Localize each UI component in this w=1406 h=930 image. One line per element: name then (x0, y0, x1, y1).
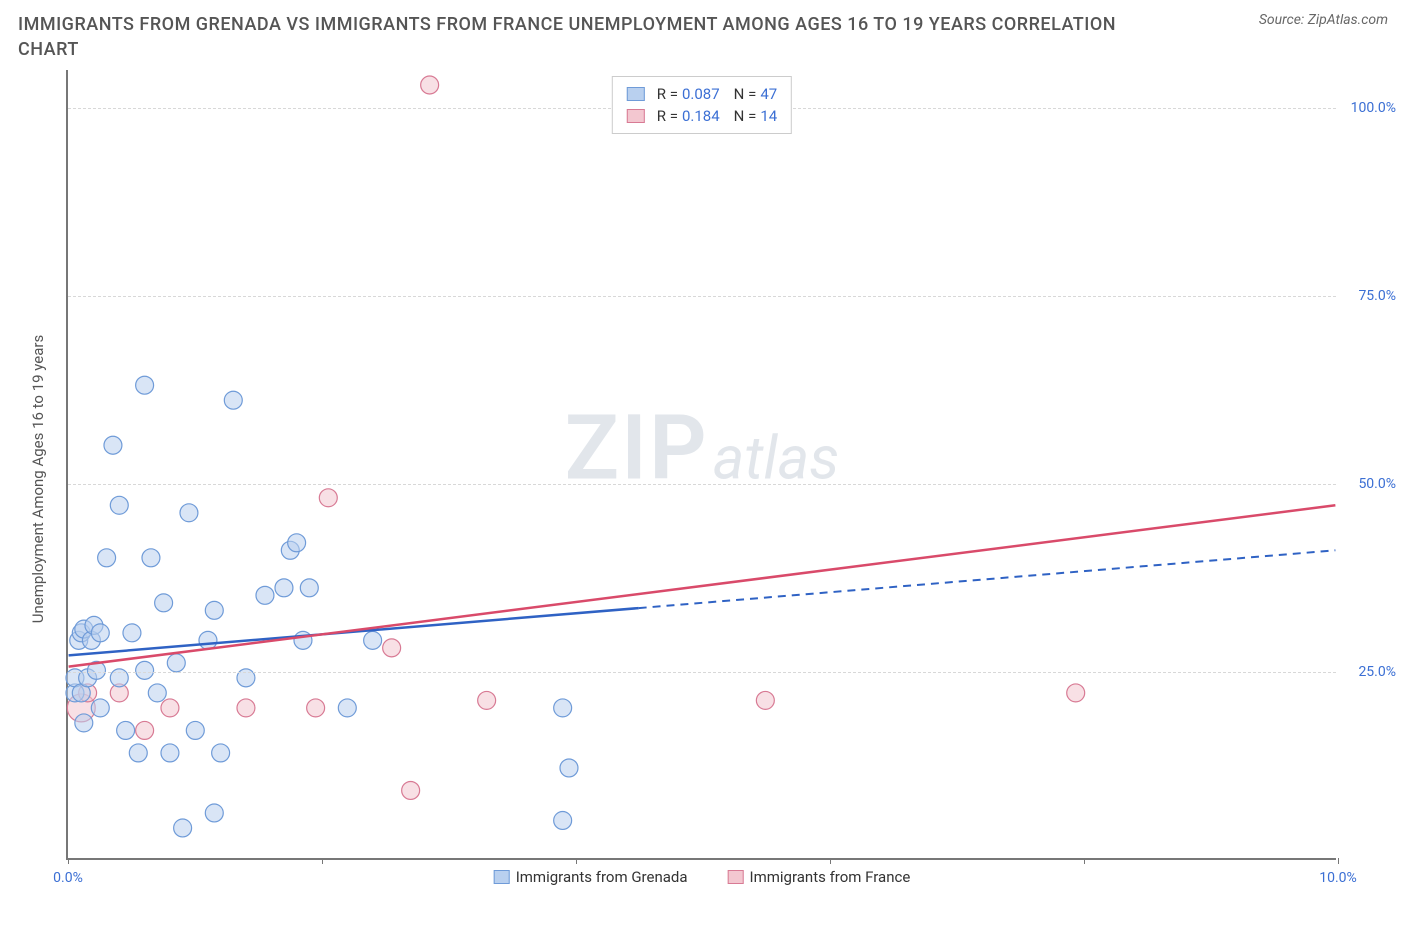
scatter-point (402, 781, 420, 799)
scatter-point (554, 699, 572, 717)
x-tick-label: 10.0% (1319, 870, 1357, 886)
scatter-point (161, 744, 179, 762)
stats-n-label: N = (734, 107, 757, 125)
scatter-point (161, 699, 179, 717)
scatter-point (275, 579, 293, 597)
scatter-point (117, 721, 135, 739)
stats-n-value: 47 (760, 85, 777, 103)
stats-legend: R =0.087 N =47 R =0.184 N =14 (612, 76, 792, 134)
scatter-point (560, 759, 578, 777)
scatter-point (199, 631, 217, 649)
scatter-point (224, 391, 242, 409)
scatter-point (478, 691, 496, 709)
scatter-point (756, 691, 774, 709)
trend-line (69, 608, 639, 655)
legend-label: Immigrants from Grenada (516, 868, 688, 886)
scatter-point (294, 631, 312, 649)
scatter-point (288, 534, 306, 552)
stats-row: R =0.184 N =14 (627, 105, 777, 127)
stats-row: R =0.087 N =47 (627, 83, 777, 105)
y-axis-label: Unemployment Among Ages 16 to 19 years (29, 99, 47, 859)
chart-container: Unemployment Among Ages 16 to 19 years Z… (18, 70, 1388, 890)
stats-r-value: 0.184 (682, 107, 720, 125)
scatter-point (91, 624, 109, 642)
chart-title: IMMIGRANTS FROM GRENADA VS IMMIGRANTS FR… (18, 12, 1118, 62)
x-tick-label: 0.0% (53, 870, 83, 886)
x-tick-mark (576, 858, 577, 864)
scatter-point (98, 549, 116, 567)
scatter-point (307, 699, 325, 717)
x-tick-mark (68, 858, 69, 864)
scatter-point (554, 811, 572, 829)
scatter-point (155, 594, 173, 612)
chart-svg (68, 70, 1336, 858)
scatter-point (91, 699, 109, 717)
scatter-point (212, 744, 230, 762)
scatter-point (383, 639, 401, 657)
y-tick-label: 50.0% (1341, 476, 1396, 492)
gridline-h (68, 484, 1336, 485)
legend-swatch (728, 870, 744, 884)
stats-r-label: R = (657, 85, 678, 103)
gridline-h (68, 672, 1336, 673)
scatter-point (205, 804, 223, 822)
trend-line-dashed (639, 550, 1336, 608)
scatter-point (136, 376, 154, 394)
x-tick-mark (830, 858, 831, 864)
y-tick-label: 25.0% (1341, 664, 1396, 680)
series-legend: Immigrants from Grenada Immigrants from F… (494, 868, 911, 886)
scatter-point (180, 504, 198, 522)
scatter-point (205, 601, 223, 619)
source-text: Source: ZipAtlas.com (1259, 12, 1388, 28)
scatter-point (1067, 684, 1085, 702)
y-tick-label: 100.0% (1341, 100, 1396, 116)
scatter-point (110, 496, 128, 514)
stats-n-value: 14 (760, 107, 777, 125)
legend-item: Immigrants from France (728, 868, 911, 886)
scatter-point (421, 76, 439, 94)
trend-line (69, 505, 1336, 666)
stats-swatch (627, 109, 645, 123)
x-tick-mark (1084, 858, 1085, 864)
stats-swatch (627, 87, 645, 101)
legend-label: Immigrants from France (750, 868, 911, 886)
scatter-point (142, 549, 160, 567)
stats-n-label: N = (734, 85, 757, 103)
scatter-point (338, 699, 356, 717)
scatter-point (167, 654, 185, 672)
scatter-point (123, 624, 141, 642)
scatter-point (237, 699, 255, 717)
x-tick-mark (322, 858, 323, 864)
y-tick-label: 75.0% (1341, 288, 1396, 304)
scatter-point (148, 684, 166, 702)
scatter-point (186, 721, 204, 739)
scatter-point (129, 744, 147, 762)
gridline-h (68, 296, 1336, 297)
x-tick-mark (1338, 858, 1339, 864)
stats-r-value: 0.087 (682, 85, 720, 103)
scatter-point (136, 661, 154, 679)
scatter-point (75, 714, 93, 732)
plot-area: ZIP atlas R =0.087N =47R =0.184N =14 Imm… (66, 70, 1336, 860)
stats-r-label: R = (657, 107, 678, 125)
scatter-point (364, 631, 382, 649)
scatter-point (136, 721, 154, 739)
scatter-point (319, 489, 337, 507)
scatter-point (300, 579, 318, 597)
scatter-point (174, 819, 192, 837)
legend-swatch (494, 870, 510, 884)
legend-item: Immigrants from Grenada (494, 868, 688, 886)
scatter-point (256, 586, 274, 604)
scatter-point (104, 436, 122, 454)
